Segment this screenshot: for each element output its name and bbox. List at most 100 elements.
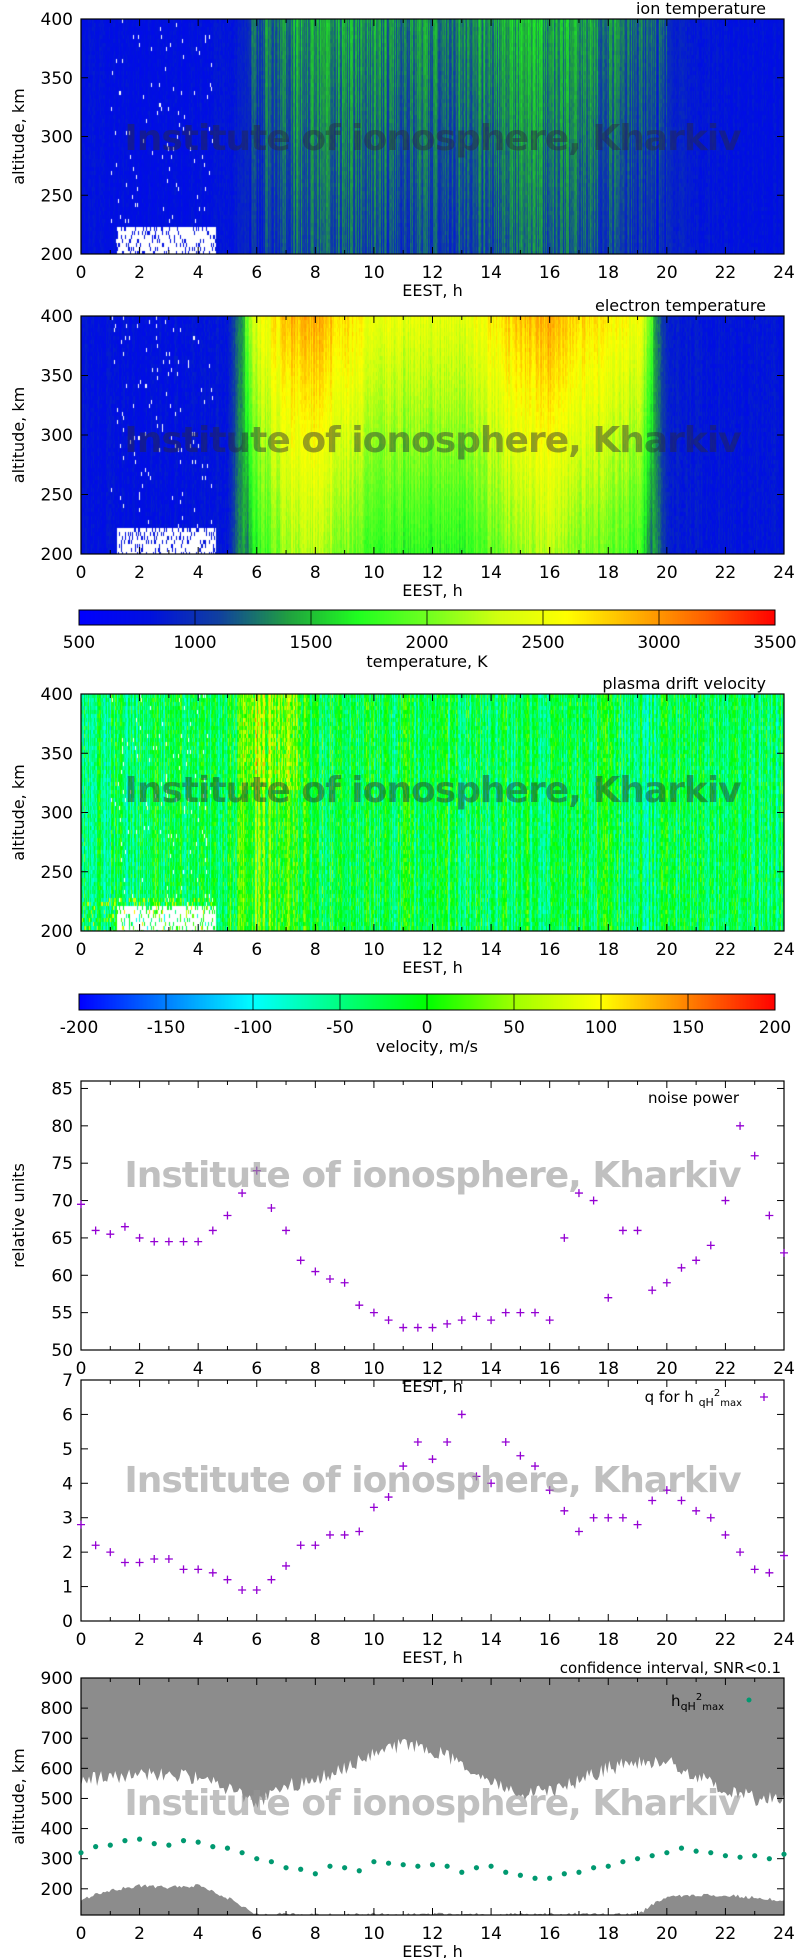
x-tick-label: 10 xyxy=(363,1359,385,1379)
data-point xyxy=(179,1237,188,1246)
data-point xyxy=(428,1455,437,1464)
data-point xyxy=(576,1869,582,1875)
x-tick-label: 8 xyxy=(310,1630,321,1650)
data-point xyxy=(267,1204,276,1213)
data-point xyxy=(120,1222,129,1231)
data-point xyxy=(708,1850,714,1856)
data-point xyxy=(752,1853,758,1859)
data-point xyxy=(179,1565,188,1574)
x-tick-label: 10 xyxy=(363,563,385,583)
x-tick-label: 6 xyxy=(251,1359,262,1379)
colorbar-tick-label: 2500 xyxy=(521,633,564,653)
x-tick-label: 20 xyxy=(656,1359,678,1379)
x-tick-label: 20 xyxy=(656,563,678,583)
data-point xyxy=(721,1196,730,1205)
x-tick-label: 22 xyxy=(715,940,737,960)
data-point xyxy=(252,1586,261,1595)
colorbar-tick-label: -100 xyxy=(234,1018,273,1038)
data-point xyxy=(252,1166,261,1175)
data-point xyxy=(296,1256,305,1265)
legend-label: noise power xyxy=(648,1089,740,1107)
y-tick-label: 2 xyxy=(62,1543,73,1563)
data-point xyxy=(692,1506,701,1515)
data-point xyxy=(649,1853,655,1859)
data-point xyxy=(267,1575,276,1584)
data-point xyxy=(384,1493,393,1502)
x-tick-label: 2 xyxy=(134,940,145,960)
x-axis-label: EEST, h xyxy=(402,1942,462,1958)
y-tick-label: 300 xyxy=(41,1850,73,1870)
x-tick-label: 2 xyxy=(134,1630,145,1650)
y-tick-label: 200 xyxy=(41,545,73,565)
data-point xyxy=(107,1842,113,1848)
y-tick-label: 60 xyxy=(51,1266,73,1286)
y-tick-label: 400 xyxy=(41,685,73,705)
data-point xyxy=(283,1865,289,1871)
data-point xyxy=(223,1211,232,1220)
x-tick-label: 8 xyxy=(310,563,321,583)
data-point xyxy=(298,1866,304,1872)
y-tick-label: 300 xyxy=(41,804,73,824)
y-tick-label: 7 xyxy=(62,1371,73,1391)
data-point xyxy=(517,1872,523,1878)
plot-frame xyxy=(80,18,785,255)
x-tick-label: 22 xyxy=(715,563,737,583)
plot-frame xyxy=(80,315,785,555)
colorbar-tick-label: -150 xyxy=(147,1018,186,1038)
data-point xyxy=(296,1541,305,1550)
colorbar-tick-label: -200 xyxy=(60,1018,99,1038)
colorbar-tick-label: 2000 xyxy=(405,633,448,653)
data-point xyxy=(473,1865,480,1871)
colorbar-tick-label: -50 xyxy=(326,1018,354,1038)
x-tick-label: 18 xyxy=(597,563,619,583)
x-tick-label: 22 xyxy=(715,1924,737,1944)
y-tick-label: 900 xyxy=(41,1669,73,1689)
x-tick-label: 2 xyxy=(134,563,145,583)
y-tick-label: 1 xyxy=(62,1578,73,1598)
confidence-interval-lower xyxy=(81,1884,784,1915)
x-tick-label: 16 xyxy=(539,1924,561,1944)
data-point xyxy=(355,1301,364,1310)
y-tick-label: 400 xyxy=(41,10,73,30)
data-point xyxy=(574,1527,583,1536)
data-point xyxy=(371,1859,377,1865)
ele-axes: 0 2 4 6 8 10 12 14 16 18 20 22 24200250300350400EEST… xyxy=(9,296,795,600)
x-tick-label: 14 xyxy=(480,1924,502,1944)
data-point xyxy=(750,1151,759,1160)
x-tick-label: 14 xyxy=(480,563,502,583)
y-tick-label: 3 xyxy=(62,1509,73,1529)
colorbar-tick-label: 1000 xyxy=(173,633,216,653)
data-point xyxy=(693,1848,699,1854)
y-tick-label: 350 xyxy=(41,69,73,89)
data-point xyxy=(91,1226,100,1235)
data-point xyxy=(400,1862,406,1868)
data-point xyxy=(122,1838,128,1844)
data-point xyxy=(77,1520,85,1529)
x-tick-label: 8 xyxy=(310,1359,321,1379)
x-tick-label: 14 xyxy=(480,1359,502,1379)
data-point xyxy=(355,1527,364,1536)
x-tick-label: 20 xyxy=(656,263,678,283)
x-axis-label: EEST, h xyxy=(402,958,462,977)
data-point xyxy=(516,1308,525,1317)
y-tick-label: 75 xyxy=(51,1154,73,1174)
y-axis-label: altitude, km xyxy=(9,1748,28,1844)
data-point xyxy=(224,1845,231,1851)
data-point xyxy=(150,1555,159,1564)
x-tick-label: 10 xyxy=(363,263,385,283)
x-tick-label: 24 xyxy=(773,1630,795,1650)
data-point xyxy=(385,1860,392,1866)
data-point xyxy=(487,1316,496,1325)
data-point xyxy=(531,1462,540,1471)
data-point xyxy=(384,1316,393,1325)
data-point xyxy=(706,1241,715,1250)
data-point xyxy=(106,1230,115,1239)
data-point xyxy=(443,1437,452,1446)
data-point xyxy=(662,1486,671,1495)
data-point xyxy=(166,1842,172,1848)
data-point xyxy=(254,1856,260,1862)
data-point xyxy=(429,1862,436,1868)
y-tick-label: 400 xyxy=(41,307,73,327)
data-point xyxy=(560,1233,569,1242)
